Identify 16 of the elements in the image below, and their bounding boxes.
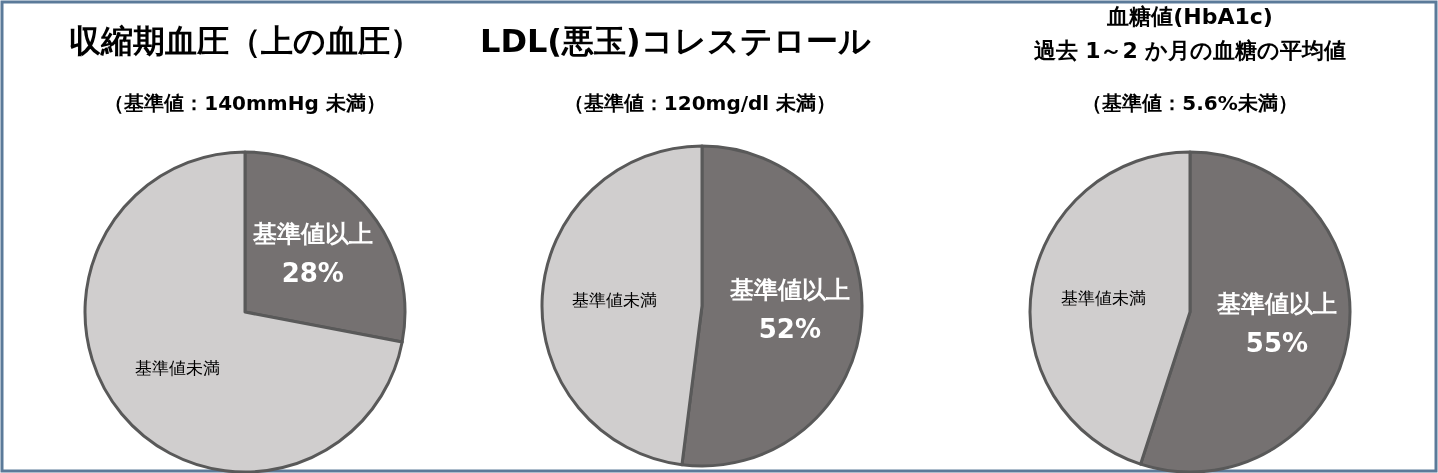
pie-slice	[83, 150, 404, 473]
chart-subtitle: （基準値：140mmHg 未満）	[104, 91, 386, 115]
data-label: 28%	[281, 257, 344, 288]
chart-title: 血糖値(HbA1c) 過去 1～2 か月の血糖の平均値	[1033, 4, 1347, 63]
chart-subtitle: （基準値：5.6%未満）	[1082, 91, 1298, 115]
chart-subtitle: （基準値：120mg/dl 未満）	[563, 91, 837, 115]
chart-title: LDL(悪玉)コレステロール	[480, 22, 871, 60]
slice-label: 基準値以上	[1215, 289, 1337, 318]
chart-title: 収縮期血圧（上の血圧）	[68, 22, 422, 60]
slice-label: 基準値未満	[571, 290, 657, 311]
data-label: 55%	[1245, 327, 1309, 358]
slice-label: 基準値未満	[1060, 288, 1146, 309]
slice-label: 基準値未満	[134, 358, 220, 379]
slice-label: 基準値以上	[728, 275, 850, 304]
slice-label: 基準値以上	[251, 219, 373, 248]
data-label: 52%	[758, 313, 821, 344]
